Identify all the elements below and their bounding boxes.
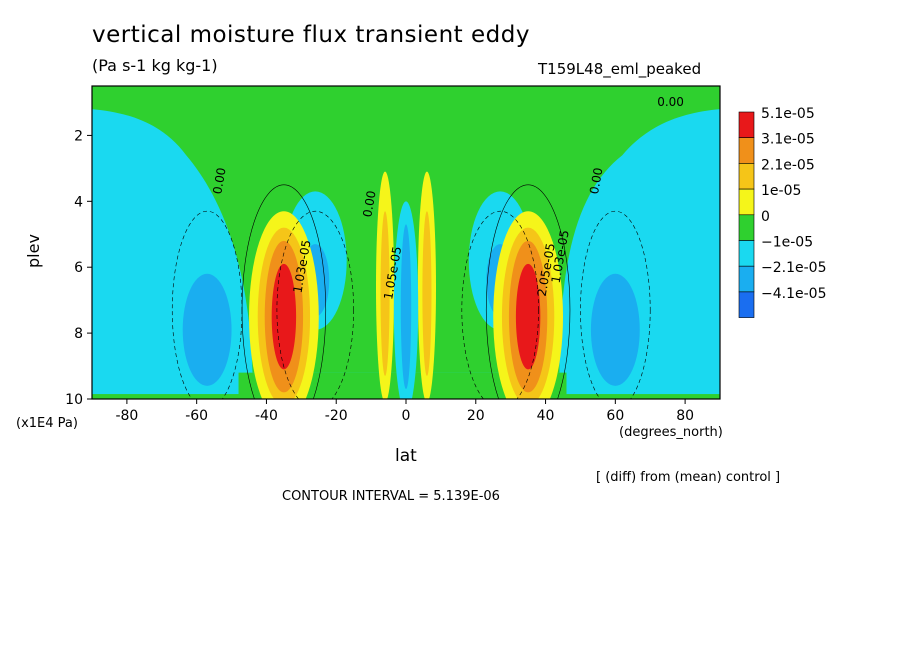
legend-swatch [738, 188, 755, 216]
contour-line-2 [276, 210, 354, 399]
run-name: T159L48_eml_peaked [538, 60, 702, 78]
legend-swatch [738, 163, 755, 190]
chart-title: vertical moisture flux transient eddy [92, 22, 530, 48]
y-tick-label: 4 [74, 194, 83, 210]
eq-core-0 [380, 211, 390, 376]
x-tick-label: 20 [467, 408, 485, 424]
legend-label: −2.1e-05 [761, 260, 826, 276]
contour-line-3 [461, 210, 539, 399]
chart-units: (Pa s-1 kg kg-1) [92, 56, 218, 75]
contour-interval: CONTOUR INTERVAL = 5.139E-06 [282, 489, 500, 504]
contour-label: 0.00 [210, 167, 228, 196]
x-tick-label: 60 [606, 408, 624, 424]
legend-swatch [738, 214, 755, 241]
contour-label: 0.00 [657, 95, 684, 109]
contour-line-4 [171, 210, 243, 399]
legend-label: −4.1e-05 [761, 286, 826, 302]
legend-swatch [738, 240, 755, 267]
highlat-core-0 [182, 273, 232, 386]
x-tick-label: -20 [325, 408, 348, 424]
x-tick-label: -80 [115, 408, 138, 424]
eq-neg-core [400, 224, 412, 390]
legend-label: 1e-05 [761, 183, 801, 199]
y-tick-label: 8 [74, 326, 83, 342]
legend-swatch [738, 111, 755, 139]
x-tick-label: 0 [402, 408, 411, 424]
contour-line-5 [580, 210, 651, 399]
y-tick-label: 10 [65, 392, 83, 408]
y-axis-units: (x1E4 Pa) [16, 416, 78, 431]
legend-swatch [738, 137, 755, 164]
highlat-core-1 [590, 273, 640, 386]
y-axis-label: plev [24, 234, 43, 268]
eq-core-1 [422, 211, 432, 376]
legend-label: −1e-05 [761, 235, 813, 251]
contour-label: 0.00 [360, 190, 378, 219]
y-tick-label: 6 [74, 260, 83, 276]
y-tick-label: 2 [74, 128, 83, 144]
x-tick-label: -40 [255, 408, 278, 424]
contour-fill-group [92, 86, 720, 399]
x-axis-units: (degrees_north) [619, 425, 723, 440]
x-tick-label: 80 [676, 408, 694, 424]
midlat-max-1-3 [515, 263, 541, 370]
x-tick-label: 40 [537, 408, 555, 424]
legend-label: 3.1e-05 [761, 132, 815, 148]
x-axis-label: lat [395, 446, 417, 466]
legend-swatch [738, 265, 755, 293]
legend-label: 0 [761, 209, 770, 225]
legend-label: 2.1e-05 [761, 157, 815, 173]
diff-note: [ (diff) from (mean) control ] [596, 470, 781, 485]
contour-line-1 [485, 184, 571, 399]
legend-swatch [738, 291, 755, 318]
contour-label: 0.00 [587, 167, 605, 196]
legend-label: 5.1e-05 [761, 106, 815, 122]
x-tick-label: -60 [185, 408, 208, 424]
